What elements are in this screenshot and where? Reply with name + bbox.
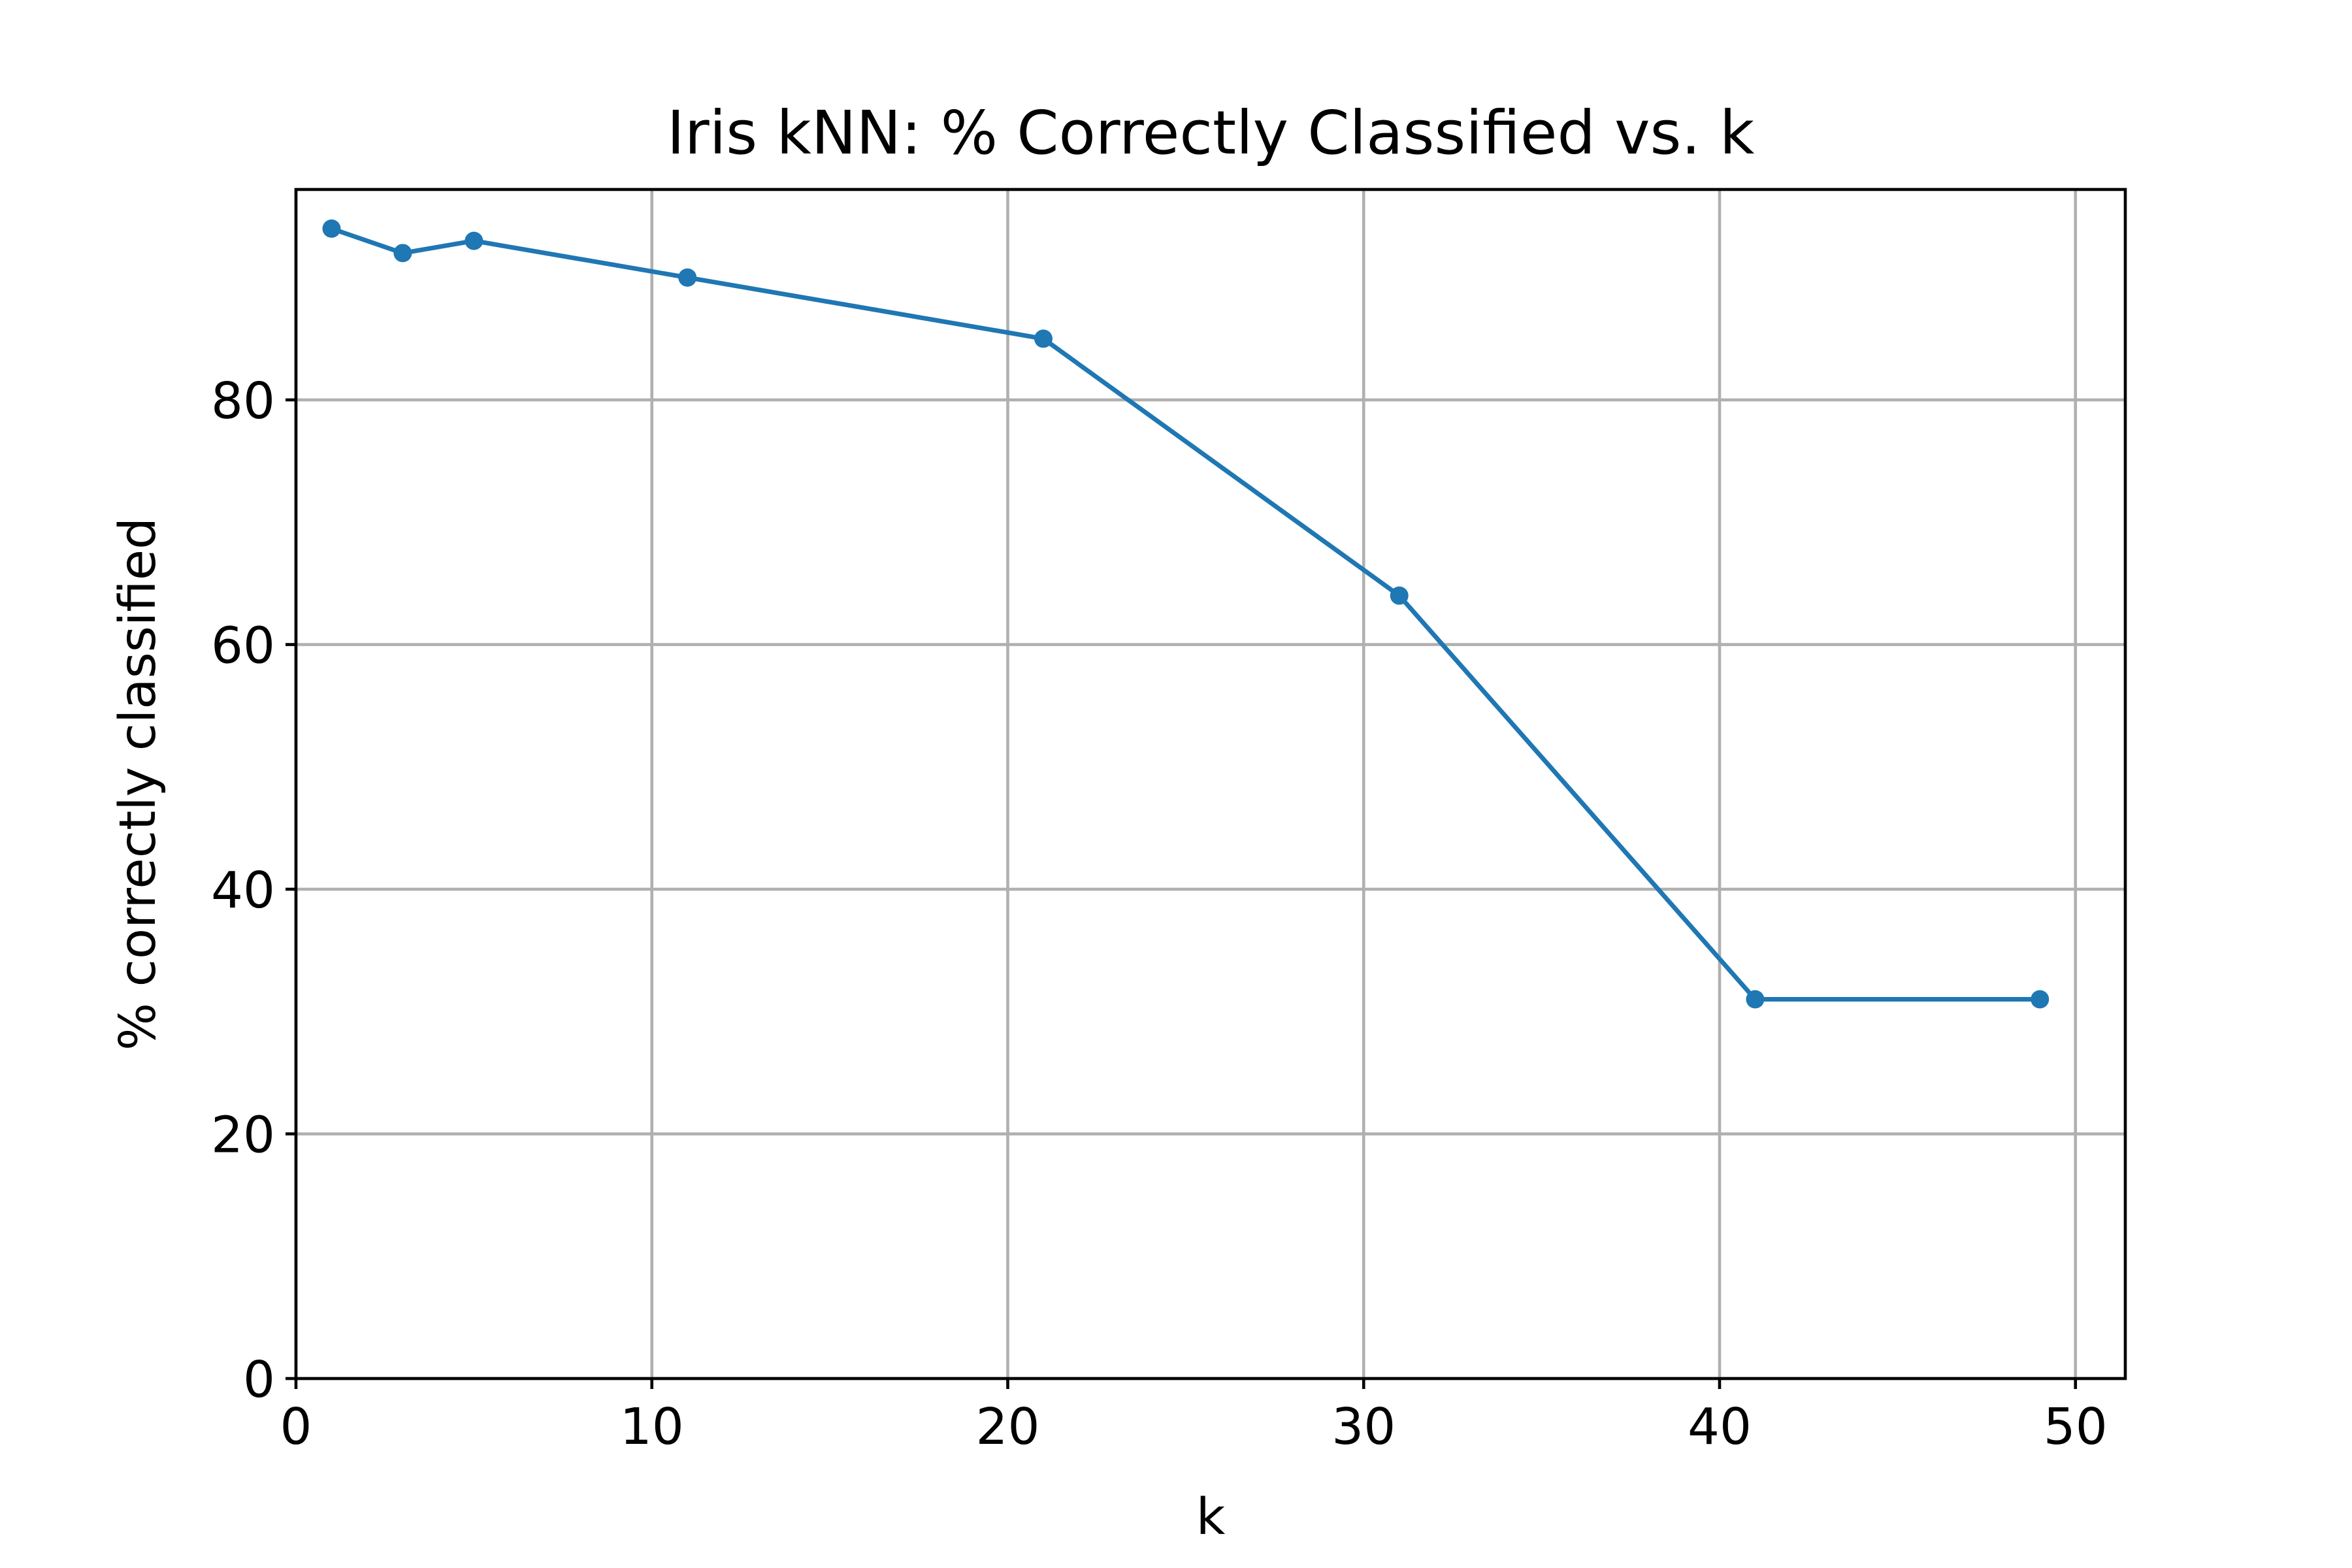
x-tick-label: 20 [976, 1398, 1040, 1456]
data-point [322, 219, 341, 238]
data-point [678, 268, 697, 287]
y-tick-label: 60 [211, 617, 275, 676]
series-line [329, 226, 2042, 1002]
x-axis-label: k [1196, 1488, 1226, 1546]
x-axis-ticks: 0 10 20 30 40 50 [280, 1379, 2108, 1456]
data-point [1746, 990, 1765, 1009]
grid-lines [294, 189, 2125, 1380]
data-point [2031, 990, 2050, 1009]
y-tick-label: 80 [211, 372, 275, 431]
y-axis-label: % correctly classified [109, 517, 167, 1051]
x-tick-label: 0 [280, 1398, 312, 1456]
y-tick-label: 20 [211, 1107, 275, 1165]
y-tick-label: 40 [211, 862, 275, 920]
x-tick-label: 40 [1688, 1398, 1752, 1456]
x-tick-label: 10 [620, 1398, 684, 1456]
data-point [393, 244, 412, 263]
series-layer [322, 219, 2050, 1009]
data-point [1390, 586, 1409, 605]
y-tick-label: 0 [243, 1351, 275, 1409]
y-axis-ticks: 0 20 40 60 80 [211, 372, 296, 1409]
plot-frame [294, 188, 2127, 1380]
data-point [1034, 329, 1053, 348]
x-tick-label: 30 [1331, 1398, 1396, 1456]
data-point [465, 231, 483, 250]
x-tick-label: 50 [2044, 1398, 2108, 1456]
chart-title: Iris kNN: % Correctly Classified vs. k [667, 98, 1755, 168]
